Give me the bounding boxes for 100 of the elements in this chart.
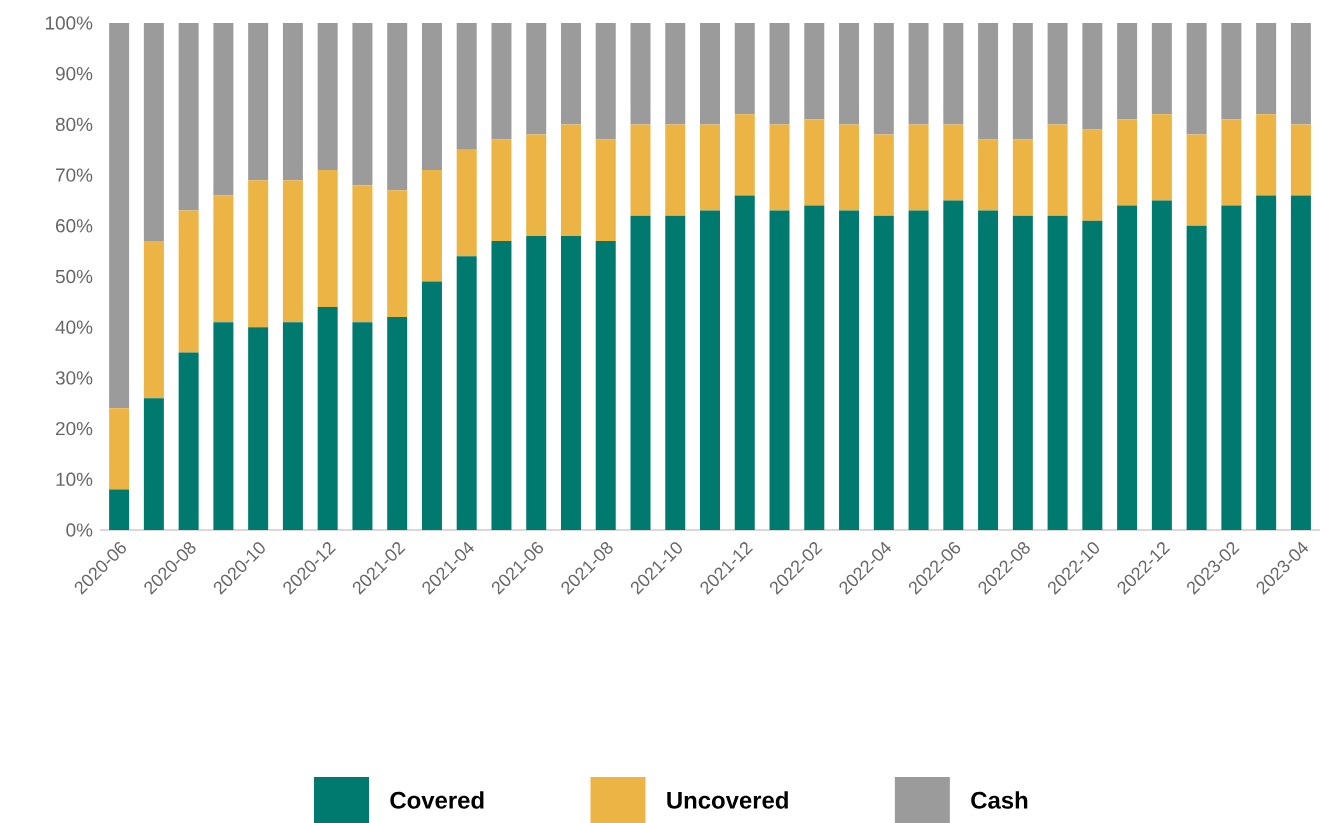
bar bbox=[1151, 22, 1172, 115]
bar bbox=[630, 22, 651, 125]
bar bbox=[1186, 134, 1207, 226]
bar bbox=[700, 124, 721, 211]
bar bbox=[421, 22, 442, 171]
bar bbox=[734, 114, 755, 196]
bar bbox=[1151, 114, 1172, 201]
bar bbox=[1186, 22, 1207, 135]
bar bbox=[282, 322, 303, 530]
bar bbox=[1256, 195, 1277, 530]
bar bbox=[178, 210, 199, 353]
bar bbox=[978, 139, 999, 211]
legend-label: Uncovered bbox=[667, 791, 788, 809]
y-tick-label: 80% bbox=[55, 117, 93, 132]
bar bbox=[1047, 215, 1068, 530]
bar bbox=[178, 22, 199, 211]
bar bbox=[804, 119, 825, 206]
bar bbox=[769, 22, 790, 125]
bar bbox=[213, 322, 234, 530]
y-tick-label: 50% bbox=[55, 269, 93, 284]
y-tick-label: 20% bbox=[56, 421, 93, 436]
bar bbox=[352, 322, 373, 530]
bar bbox=[595, 241, 616, 530]
bar bbox=[1117, 119, 1138, 206]
bar bbox=[387, 190, 408, 318]
bar bbox=[560, 235, 581, 530]
bar bbox=[560, 22, 581, 125]
bar bbox=[804, 205, 825, 530]
bar bbox=[560, 124, 581, 236]
bar bbox=[213, 22, 234, 196]
bar bbox=[839, 22, 860, 125]
y-tick-label: 60% bbox=[56, 219, 93, 233]
bar bbox=[873, 215, 894, 530]
bar bbox=[595, 139, 616, 241]
bar bbox=[1012, 139, 1033, 216]
bar bbox=[943, 22, 964, 125]
bar bbox=[526, 134, 547, 236]
y-tick-label: 90% bbox=[55, 66, 93, 81]
bar bbox=[1256, 114, 1277, 196]
bar bbox=[1047, 124, 1068, 216]
bar bbox=[248, 180, 269, 328]
bar bbox=[213, 195, 234, 323]
bar bbox=[387, 317, 408, 530]
bar bbox=[387, 22, 408, 191]
bar bbox=[700, 210, 721, 530]
bar bbox=[491, 139, 512, 241]
bar bbox=[769, 124, 790, 211]
bar bbox=[700, 22, 721, 125]
bar bbox=[734, 195, 755, 530]
bar bbox=[630, 124, 651, 216]
bar bbox=[491, 241, 512, 530]
bar bbox=[595, 22, 616, 140]
bar bbox=[1151, 200, 1172, 530]
bar bbox=[1047, 22, 1068, 125]
bar bbox=[352, 185, 373, 323]
bar bbox=[317, 22, 338, 171]
y-tick-label: 10% bbox=[56, 472, 93, 486]
bar bbox=[665, 22, 686, 125]
y-tick-label: 70% bbox=[56, 168, 93, 182]
bar bbox=[143, 241, 164, 399]
bar bbox=[1012, 215, 1033, 530]
bar bbox=[143, 22, 164, 241]
bar bbox=[943, 124, 964, 201]
y-tick-label: 40% bbox=[55, 320, 93, 334]
y-tick-label: 100% bbox=[45, 16, 93, 30]
bar bbox=[109, 408, 130, 490]
bar bbox=[456, 22, 477, 150]
bar bbox=[178, 352, 199, 530]
bar bbox=[248, 22, 269, 181]
bar bbox=[665, 124, 686, 216]
bar bbox=[109, 489, 130, 530]
legend-label: Covered bbox=[390, 791, 484, 809]
bar bbox=[317, 170, 338, 307]
bar bbox=[978, 210, 999, 530]
bar bbox=[1186, 225, 1207, 530]
bar bbox=[317, 306, 338, 530]
bar bbox=[456, 149, 477, 257]
legend-label: Cash bbox=[971, 791, 1028, 809]
bar bbox=[1221, 22, 1242, 120]
bar bbox=[908, 124, 929, 211]
bar bbox=[839, 124, 860, 211]
bar bbox=[630, 215, 651, 530]
bar bbox=[734, 22, 755, 115]
bar bbox=[248, 327, 269, 530]
bar bbox=[943, 200, 964, 530]
bar bbox=[1082, 22, 1103, 130]
bar bbox=[421, 281, 442, 530]
bar bbox=[352, 22, 373, 186]
bar bbox=[1221, 205, 1242, 530]
bar bbox=[282, 22, 303, 181]
bar bbox=[1290, 22, 1311, 125]
bar bbox=[908, 210, 929, 530]
bar bbox=[1256, 22, 1277, 115]
bar bbox=[839, 210, 860, 530]
bar bbox=[1117, 22, 1138, 120]
bar bbox=[769, 210, 790, 530]
bar bbox=[1082, 129, 1103, 221]
bar bbox=[978, 22, 999, 140]
bar bbox=[873, 134, 894, 216]
bar bbox=[1290, 124, 1311, 196]
